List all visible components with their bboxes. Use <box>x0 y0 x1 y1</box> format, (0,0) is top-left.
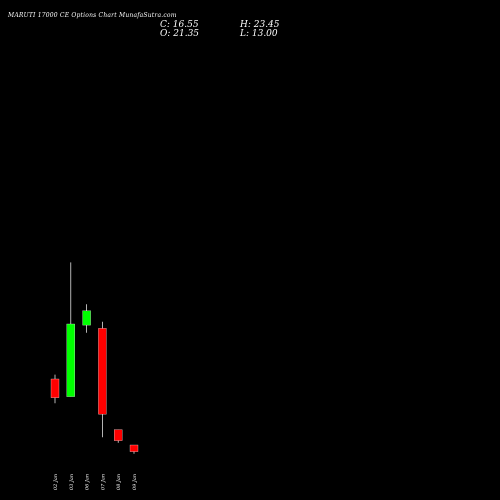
x-tick-label: 03 Jan <box>69 474 75 490</box>
open-value: O: 21.35 <box>160 29 200 39</box>
candle-body <box>66 323 75 397</box>
candle-body <box>98 328 107 415</box>
high-value: H: 23.45 <box>240 20 280 30</box>
candle-body <box>114 429 123 441</box>
close-value: C: 16.55 <box>160 20 199 30</box>
low-value: L: 13.00 <box>240 29 278 39</box>
candle-body <box>129 444 139 452</box>
x-tick-label: 02 Jan <box>53 474 59 490</box>
chart-title: MARUTI 17000 CE Options Chart MunafaSutr… <box>8 12 177 19</box>
x-tick-label: 09 Jan <box>132 474 138 490</box>
candle-body <box>50 378 60 398</box>
x-tick-label: 08 Jan <box>116 474 122 490</box>
candle-body <box>82 310 91 326</box>
x-tick-label: 06 Jan <box>85 474 91 490</box>
x-tick-label: 07 Jan <box>100 474 106 490</box>
